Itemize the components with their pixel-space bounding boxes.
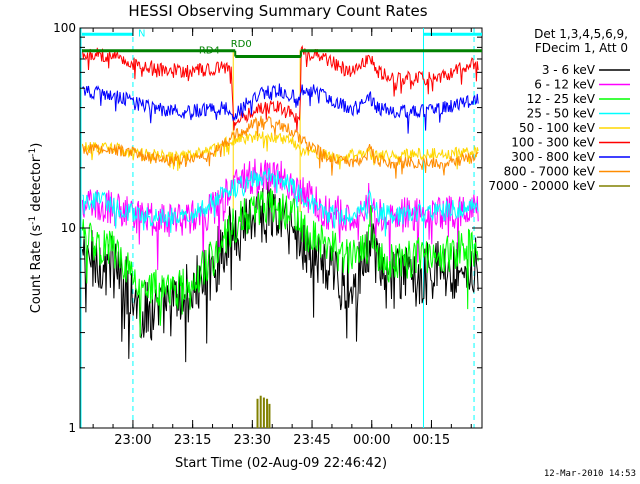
y-tick-label-1: 10: [61, 221, 76, 235]
series-line-7: [81, 115, 479, 179]
legend-label-1: 6 - 12 keV: [534, 78, 596, 92]
y-axis-label: Count Rate (s-1 detector-1): [28, 143, 44, 314]
legend: Det 1,3,4,5,6,9, FDecim 1, Att 0 3 - 6 k…: [488, 27, 630, 193]
x-axis: 23:00 23:15 23:30 23:45 00:00 00:15: [92, 28, 472, 448]
legend-label-7: 800 - 7000 keV: [504, 165, 596, 179]
legend-label-0: 3 - 6 keV: [542, 63, 596, 77]
timestamp: 12-Mar-2010 14:53: [544, 469, 636, 479]
x-axis-label: Start Time (02-Aug-09 22:46:42): [175, 456, 387, 471]
y-label-part-2: detector: [29, 156, 44, 216]
y-label-sup-2: -1: [28, 148, 38, 157]
y-label-part-1: Count Rate (s: [29, 225, 44, 314]
series-line-6: [82, 83, 479, 134]
legend-label-3: 25 - 50 keV: [527, 107, 596, 121]
y-tick-label-2: 100: [53, 21, 76, 35]
x-tick-label-0: 23:00: [114, 433, 151, 448]
legend-label-5: 100 - 300 keV: [511, 136, 595, 150]
annotations: N RD4 RD0: [138, 28, 252, 56]
series-line-2: [81, 189, 479, 338]
x-tick-label-2: 23:30: [234, 433, 271, 448]
x-tick-label-4: 00:00: [353, 433, 390, 448]
legend-label-8: 7000 - 20000 keV: [488, 179, 595, 193]
state-bars: [82, 32, 482, 59]
annotation-rd4: RD4: [199, 46, 220, 57]
series-line-3: [82, 167, 479, 237]
series-line-5: [81, 44, 479, 132]
y-tick-label-0: 1: [68, 421, 76, 435]
y-label-part-3: ): [29, 143, 44, 148]
x-tick-label-5: 00:15: [413, 433, 450, 448]
legend-header-2: FDecim 1, Att 0: [535, 41, 628, 55]
y-label-sup-1: -1: [28, 216, 38, 225]
chart-title: HESSI Observing Summary Count Rates: [128, 2, 427, 20]
x-tick-label-3: 23:45: [293, 433, 330, 448]
annotation-rd0: RD0: [231, 39, 252, 50]
legend-label-4: 50 - 100 keV: [519, 121, 596, 135]
series-line-4: [81, 130, 479, 171]
y-axis: 1 10 100: [53, 21, 482, 435]
annotation-n: N: [138, 28, 145, 39]
legend-label-2: 12 - 25 keV: [527, 92, 596, 106]
legend-label-6: 300 - 800 keV: [511, 150, 595, 164]
legend-header-1: Det 1,3,4,5,6,9,: [534, 27, 628, 41]
series-line-1: [81, 158, 479, 271]
x-tick-label-1: 23:15: [174, 433, 211, 448]
series-lines: [81, 44, 479, 428]
plot-area: N RD4 RD0: [79, 27, 483, 429]
